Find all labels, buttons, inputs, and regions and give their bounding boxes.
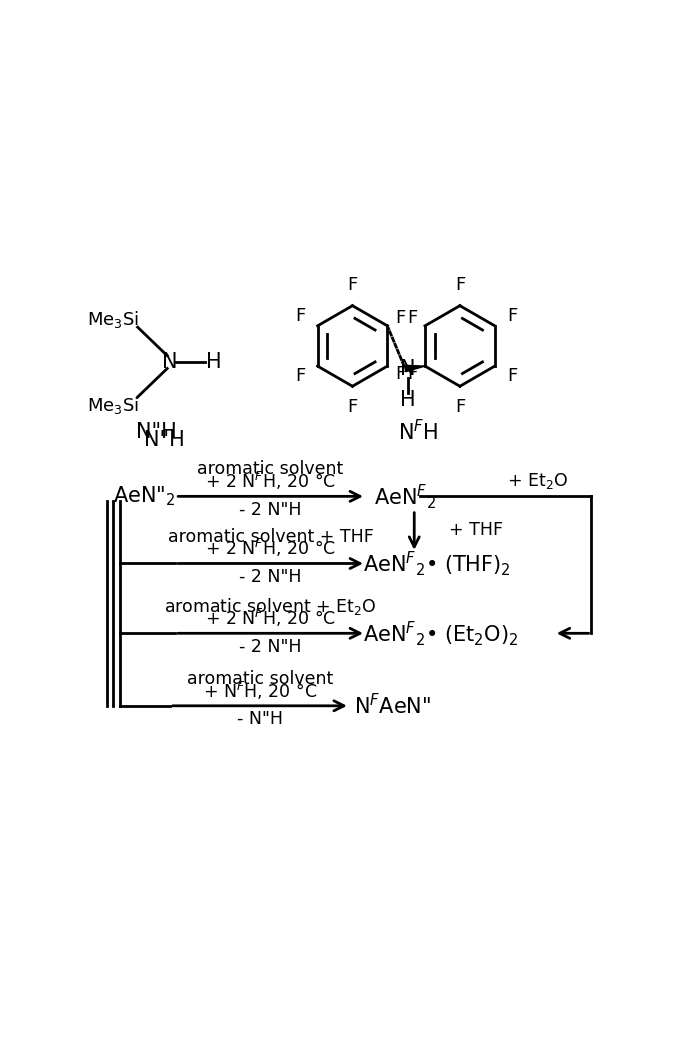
Text: N: N [162, 352, 177, 372]
Text: Me$_3$Si: Me$_3$Si [87, 394, 139, 416]
Text: N"H: N"H [144, 430, 185, 450]
Text: aromatic solvent + Et$_2$O: aromatic solvent + Et$_2$O [164, 595, 377, 616]
Text: F: F [395, 365, 405, 383]
Text: F: F [455, 277, 465, 295]
Text: - 2 N"H: - 2 N"H [239, 501, 302, 519]
Text: aromatic solvent + THF: aromatic solvent + THF [168, 528, 374, 546]
Text: H: H [206, 352, 222, 372]
Text: + THF: + THF [449, 521, 503, 539]
Text: AeN"$_2$: AeN"$_2$ [114, 485, 176, 508]
Text: + N$^F$H, 20 °C: + N$^F$H, 20 °C [202, 680, 317, 702]
Text: N$^F$AeN": N$^F$AeN" [354, 693, 431, 719]
Text: aromatic solvent: aromatic solvent [198, 461, 344, 479]
Text: F: F [295, 306, 305, 325]
Text: - 2 N"H: - 2 N"H [239, 568, 302, 586]
Text: F: F [407, 365, 417, 383]
Text: F: F [347, 277, 358, 295]
Text: F: F [507, 306, 518, 325]
Text: F: F [455, 398, 465, 416]
Text: AeN$^F$$_2$• (Et$_2$O)$_2$: AeN$^F$$_2$• (Et$_2$O)$_2$ [363, 619, 518, 648]
Text: AeN$^F$$_2$: AeN$^F$$_2$ [374, 482, 436, 511]
Text: N: N [400, 359, 416, 379]
Text: F: F [347, 398, 358, 416]
Text: AeN$^F$$_2$• (THF)$_2$: AeN$^F$$_2$• (THF)$_2$ [363, 549, 511, 578]
Text: F: F [395, 309, 405, 327]
Text: Me$_3$Si: Me$_3$Si [87, 308, 139, 329]
Text: F: F [295, 367, 305, 385]
Text: N$^F$H: N$^F$H [398, 420, 438, 445]
Text: + 2 N$^F$H, 20 °C: + 2 N$^F$H, 20 °C [205, 538, 336, 560]
Text: + Et$_2$O: + Et$_2$O [507, 471, 568, 491]
Text: F: F [407, 309, 417, 327]
Text: F: F [507, 367, 518, 385]
Text: aromatic solvent: aromatic solvent [186, 670, 333, 688]
Text: H: H [400, 389, 416, 409]
Polygon shape [405, 365, 425, 371]
Text: - 2 N"H: - 2 N"H [239, 638, 302, 655]
Text: + 2 N$^F$H, 20 °C: + 2 N$^F$H, 20 °C [205, 470, 336, 492]
Text: N"H: N"H [136, 422, 177, 442]
Text: - N"H: - N"H [237, 710, 283, 728]
Text: + 2 N$^F$H, 20 °C: + 2 N$^F$H, 20 °C [205, 607, 336, 629]
